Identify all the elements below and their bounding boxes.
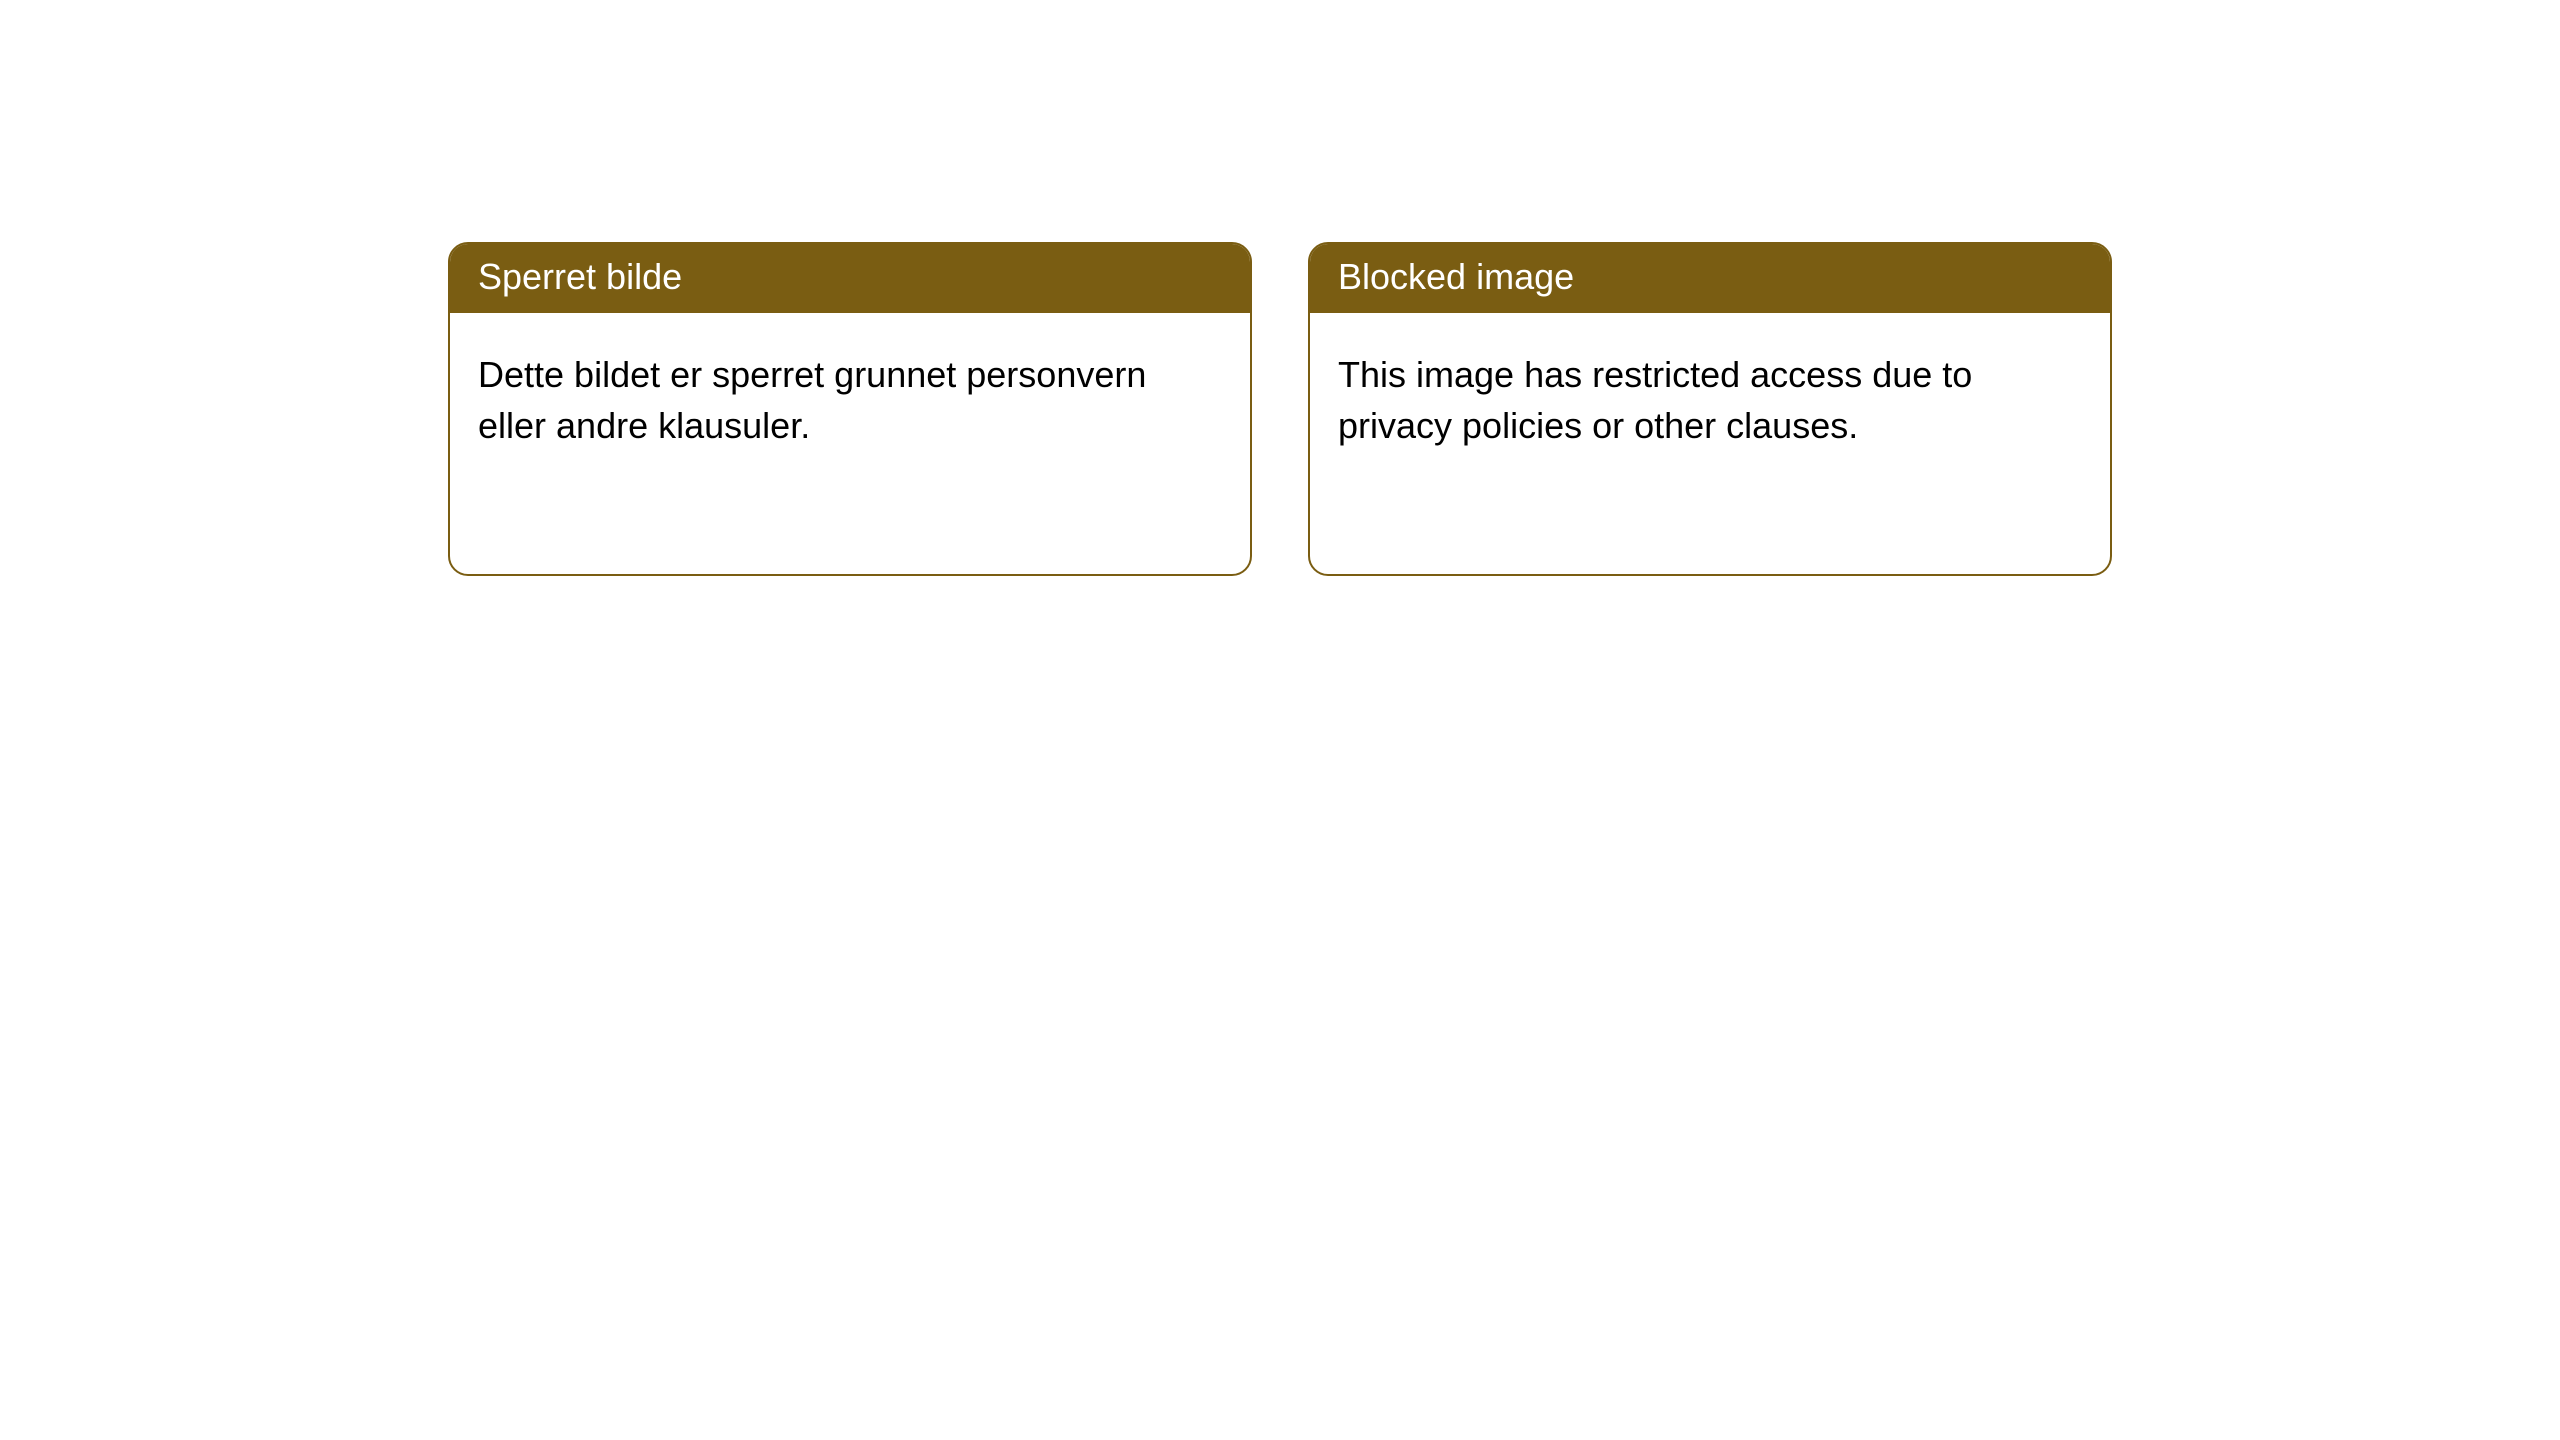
notice-card-no: Sperret bilde Dette bildet er sperret gr… — [448, 242, 1252, 576]
notice-body-no: Dette bildet er sperret grunnet personve… — [450, 313, 1250, 479]
notice-body-en: This image has restricted access due to … — [1310, 313, 2110, 479]
notice-card-en: Blocked image This image has restricted … — [1308, 242, 2112, 576]
notice-header-en: Blocked image — [1310, 244, 2110, 313]
notice-header-no: Sperret bilde — [450, 244, 1250, 313]
notice-container: Sperret bilde Dette bildet er sperret gr… — [0, 0, 2560, 576]
